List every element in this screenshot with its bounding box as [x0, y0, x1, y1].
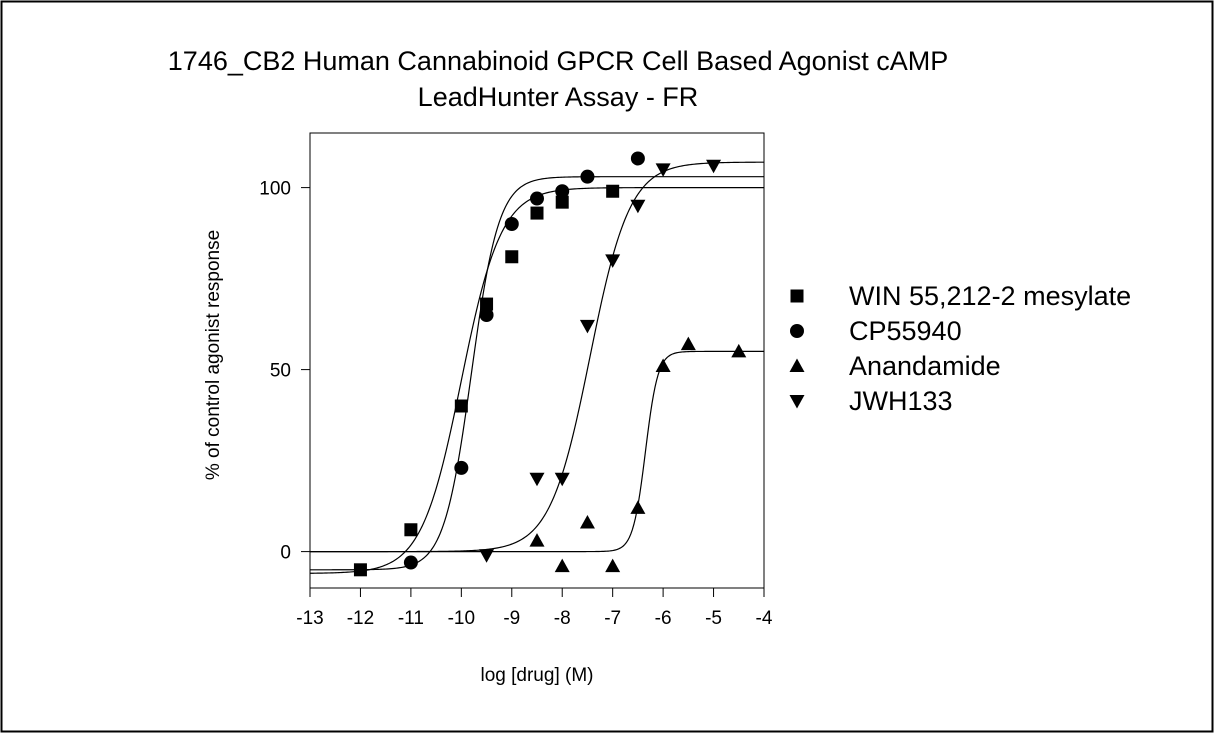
y-tick-label: 50: [270, 361, 291, 382]
x-axis-label: log [drug] (M): [481, 665, 594, 686]
chart-title: 1746_CB2 Human Cannabinoid GPCR Cell Bas…: [168, 46, 948, 76]
data-point: [530, 191, 544, 206]
data-point: [630, 199, 646, 214]
data-point: [480, 297, 494, 311]
plot-area: [309, 132, 765, 589]
fit-curve: [310, 176, 764, 571]
data-point: [479, 308, 494, 322]
data-point: [555, 195, 569, 209]
data-point: [579, 319, 595, 334]
data-point: [504, 217, 519, 231]
data-point: [505, 250, 519, 264]
legend: WIN 55,212-2 mesylate CP55940 Anandamide JW…: [789, 281, 1131, 416]
data-point: [605, 558, 621, 573]
x-tick-label: -9: [503, 608, 520, 629]
data-point: [680, 336, 696, 351]
data-point: [530, 206, 544, 220]
x-tick-label: -13: [296, 608, 323, 629]
data-point: [580, 169, 595, 184]
data-point: [731, 343, 747, 358]
data-point: [655, 358, 671, 372]
data-point: [479, 549, 495, 563]
data-point: [655, 163, 671, 177]
legend-marker: [789, 358, 805, 372]
x-tick-label: -8: [554, 608, 571, 629]
legend-label: Anandamide: [849, 351, 1001, 381]
data-point: [454, 399, 468, 413]
x-tick-label: -7: [604, 608, 621, 629]
legend-marker: [790, 324, 804, 338]
x-axis: -13 -12 -11 -10 -9 -8 -7 -6 -5 -4: [296, 588, 773, 629]
x-tick-label: -11: [398, 608, 424, 629]
data-point: [706, 159, 722, 174]
y-tick-label: 0: [280, 543, 291, 564]
data-point: [529, 533, 545, 547]
y-axis-label: % of control agonist response: [203, 230, 224, 480]
data-point: [630, 151, 645, 166]
x-tick-label: -10: [448, 608, 475, 629]
legend-label: JWH133: [849, 386, 953, 416]
data-point: [606, 184, 620, 198]
y-tick-label: 100: [259, 179, 291, 200]
data-point: [579, 514, 595, 529]
y-axis: 0 50 100: [259, 179, 310, 564]
data-point: [404, 523, 418, 537]
data-points: [353, 151, 747, 577]
data-point: [454, 460, 469, 475]
x-tick-label: -5: [705, 608, 722, 629]
x-tick-label: -12: [347, 608, 374, 629]
x-tick-label: -6: [655, 608, 672, 629]
data-point: [529, 472, 545, 487]
data-point: [353, 563, 367, 577]
data-point: [554, 558, 570, 573]
legend-marker: [789, 395, 805, 409]
x-tick-label: -4: [756, 608, 773, 629]
legend-label: CP55940: [849, 316, 962, 346]
legend-marker: [790, 289, 804, 303]
data-point: [555, 184, 570, 199]
chart-subtitle: LeadHunter Assay - FR: [418, 82, 699, 112]
legend-label: WIN 55,212-2 mesylate: [849, 281, 1131, 311]
data-point: [403, 555, 418, 570]
fit-curve: [310, 161, 765, 553]
data-point: [605, 254, 621, 268]
data-point: [554, 472, 570, 487]
data-point: [630, 500, 646, 514]
